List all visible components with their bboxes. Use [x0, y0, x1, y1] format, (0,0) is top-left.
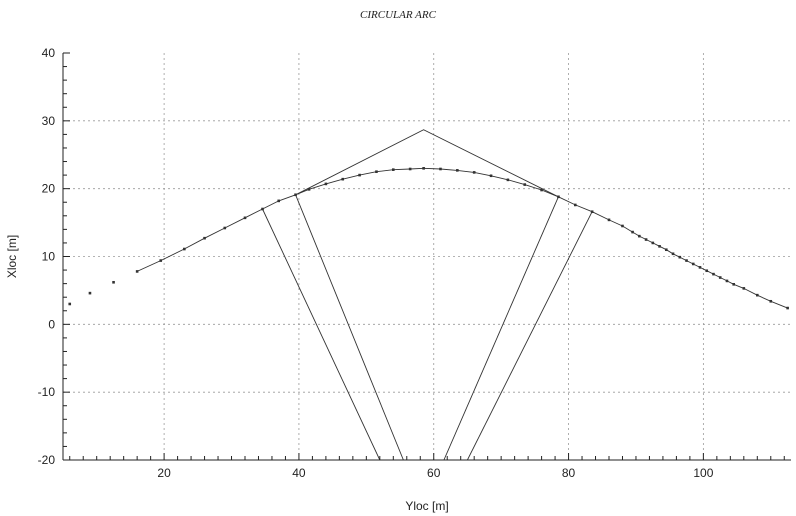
data-point — [223, 226, 227, 230]
data-point — [607, 218, 611, 222]
data-point — [705, 269, 709, 273]
y-tick-label: -10 — [38, 385, 56, 399]
data-point — [307, 188, 311, 191]
x-tick-label: 40 — [292, 466, 306, 480]
y-tick-label: 0 — [48, 317, 55, 331]
data-point — [341, 177, 345, 181]
data-point — [183, 247, 186, 251]
data-point — [712, 272, 715, 276]
data-point — [685, 259, 688, 262]
data-point — [691, 262, 695, 266]
data-point — [243, 216, 247, 220]
data-point — [557, 195, 560, 199]
data-point — [523, 183, 527, 186]
series-line-5 — [443, 196, 559, 460]
y-tick-label: 30 — [42, 114, 56, 128]
data-point — [391, 168, 395, 171]
data-point — [408, 167, 412, 171]
data-point — [88, 291, 92, 295]
data-point — [422, 167, 425, 170]
x-tick-label: 100 — [693, 466, 713, 480]
data-point — [621, 224, 624, 228]
data-point — [203, 236, 206, 240]
data-point — [456, 169, 459, 172]
data-point — [698, 266, 702, 269]
data-point — [651, 241, 655, 245]
series-line-0 — [136, 167, 788, 309]
data-point — [742, 287, 746, 290]
data-point — [718, 276, 722, 279]
data-point — [769, 299, 773, 303]
data-point — [294, 193, 297, 197]
grid-layer — [63, 53, 791, 460]
series-line-4 — [295, 194, 404, 460]
data-point — [732, 283, 736, 286]
series-line-6 — [466, 211, 593, 460]
data-point — [573, 203, 577, 207]
x-tick-label: 20 — [157, 466, 171, 480]
data-point — [506, 178, 510, 182]
x-tick-label: 80 — [562, 466, 576, 480]
data-point — [135, 270, 139, 273]
chart-title: CIRCULAR ARC — [360, 9, 436, 21]
y-tick-label: 40 — [42, 46, 56, 60]
y-tick-label: 10 — [42, 250, 56, 264]
data-point — [631, 230, 634, 234]
data-point — [489, 174, 493, 178]
data-point — [159, 259, 163, 262]
data-point — [375, 170, 378, 174]
y-tick-label: -20 — [38, 453, 56, 467]
data-point — [638, 234, 641, 238]
data-point — [324, 182, 328, 186]
data-point — [472, 171, 476, 174]
data-point — [658, 245, 661, 248]
data-point — [358, 173, 361, 177]
series-line-2 — [295, 129, 559, 198]
x-axis-label: Yloc [m] — [405, 499, 448, 513]
data-point — [664, 248, 668, 252]
data-point — [112, 280, 115, 284]
y-tick-label: 20 — [42, 182, 56, 196]
data-point — [540, 188, 543, 192]
y-axis-label: Xloc [m] — [5, 235, 19, 278]
data-point — [786, 306, 789, 310]
data-layer — [68, 129, 789, 460]
x-tick-label: 60 — [427, 466, 441, 480]
data-point — [439, 167, 442, 171]
data-point — [277, 199, 281, 203]
data-point — [644, 238, 648, 241]
data-point — [725, 279, 729, 283]
data-point — [678, 255, 682, 259]
data-point — [671, 252, 675, 256]
series-line-3 — [262, 208, 381, 460]
data-point — [755, 293, 759, 297]
data-point — [68, 302, 72, 306]
